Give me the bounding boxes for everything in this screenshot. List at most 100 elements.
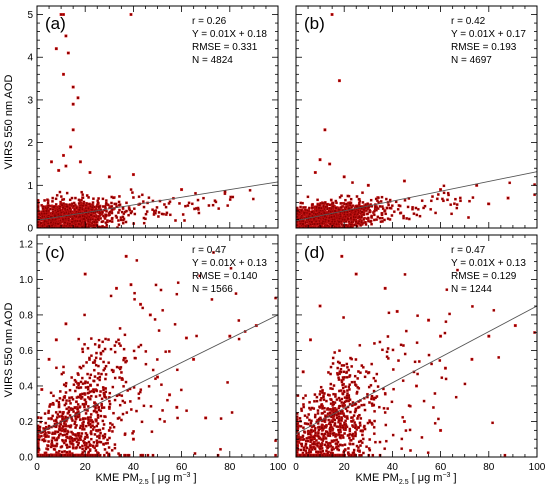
data-point: [46, 447, 50, 451]
data-point: [138, 390, 142, 394]
data-point: [76, 403, 80, 406]
data-point: [46, 222, 50, 225]
data-point: [228, 334, 232, 338]
data-point: [68, 224, 72, 227]
data-point: [160, 383, 163, 387]
data-point: [359, 223, 362, 227]
data-point: [333, 418, 337, 422]
data-point: [368, 401, 371, 404]
data-point: [108, 402, 112, 406]
data-point: [348, 398, 352, 402]
data-point: [317, 216, 320, 220]
data-point: [331, 356, 335, 360]
data-point: [356, 221, 360, 225]
data-point: [95, 388, 98, 392]
data-point: [296, 394, 300, 397]
data-point: [104, 221, 108, 225]
data-point: [353, 426, 357, 430]
data-point: [314, 431, 317, 435]
data-point: [533, 183, 536, 186]
data-point: [497, 356, 501, 359]
data-point: [320, 438, 323, 441]
data-point: [331, 420, 334, 424]
data-point: [166, 398, 169, 402]
data-point: [87, 450, 91, 454]
data-point: [40, 434, 43, 438]
data-point: [318, 222, 321, 225]
data-point: [202, 196, 205, 200]
data-point: [349, 197, 353, 201]
data-point: [211, 203, 215, 207]
data-point: [95, 424, 99, 428]
data-point: [56, 209, 60, 213]
data-point: [234, 292, 238, 295]
data-point: [365, 445, 368, 449]
data-point: [122, 356, 126, 360]
data-point: [397, 359, 400, 362]
data-point: [427, 353, 431, 357]
data-point: [325, 399, 328, 403]
data-point: [343, 202, 346, 206]
data-point: [361, 437, 365, 441]
data-point: [53, 444, 57, 448]
data-point: [113, 446, 117, 450]
data-point: [41, 214, 44, 218]
data-point: [184, 336, 188, 340]
data-point: [296, 448, 300, 451]
data-point: [98, 378, 102, 382]
data-point: [80, 225, 84, 228]
data-point: [65, 205, 69, 208]
data-point: [92, 425, 96, 429]
data-point: [340, 397, 344, 401]
data-point: [163, 420, 166, 423]
data-point: [92, 379, 96, 383]
data-point: [129, 188, 133, 191]
data-point: [458, 196, 462, 200]
data-point: [213, 199, 217, 203]
data-point: [61, 425, 65, 428]
data-point: [339, 214, 342, 218]
data-point: [88, 218, 92, 221]
data-point: [332, 384, 336, 387]
data-point: [176, 416, 179, 420]
data-point: [407, 217, 411, 221]
data-point: [396, 207, 400, 211]
data-point: [58, 428, 62, 432]
data-point: [339, 202, 343, 205]
data-point: [174, 219, 177, 222]
data-point: [88, 390, 92, 394]
data-point: [71, 446, 75, 450]
data-point: [100, 404, 104, 407]
data-point: [88, 171, 92, 174]
data-point: [296, 415, 299, 419]
y-tick-label: 1.0: [19, 275, 33, 286]
data-point: [383, 392, 387, 396]
data-point: [79, 434, 83, 438]
data-point: [65, 443, 69, 447]
data-point: [48, 207, 52, 211]
data-point: [378, 340, 382, 344]
data-point: [361, 191, 364, 195]
data-point: [381, 348, 384, 352]
data-point: [96, 413, 100, 417]
data-point: [67, 219, 70, 222]
data-point: [348, 202, 352, 205]
data-point: [94, 363, 98, 367]
data-point: [110, 205, 114, 208]
data-point: [347, 447, 350, 450]
data-point: [78, 446, 82, 449]
data-point: [73, 406, 77, 409]
data-point: [86, 346, 90, 350]
data-point: [167, 350, 171, 353]
data-point: [104, 377, 107, 381]
data-point: [96, 422, 100, 425]
data-point: [274, 439, 277, 443]
data-point: [62, 13, 65, 16]
panel-label: (a): [45, 14, 66, 33]
data-point: [79, 380, 83, 384]
data-point: [49, 391, 53, 395]
data-point: [168, 213, 172, 217]
data-point: [104, 199, 108, 202]
